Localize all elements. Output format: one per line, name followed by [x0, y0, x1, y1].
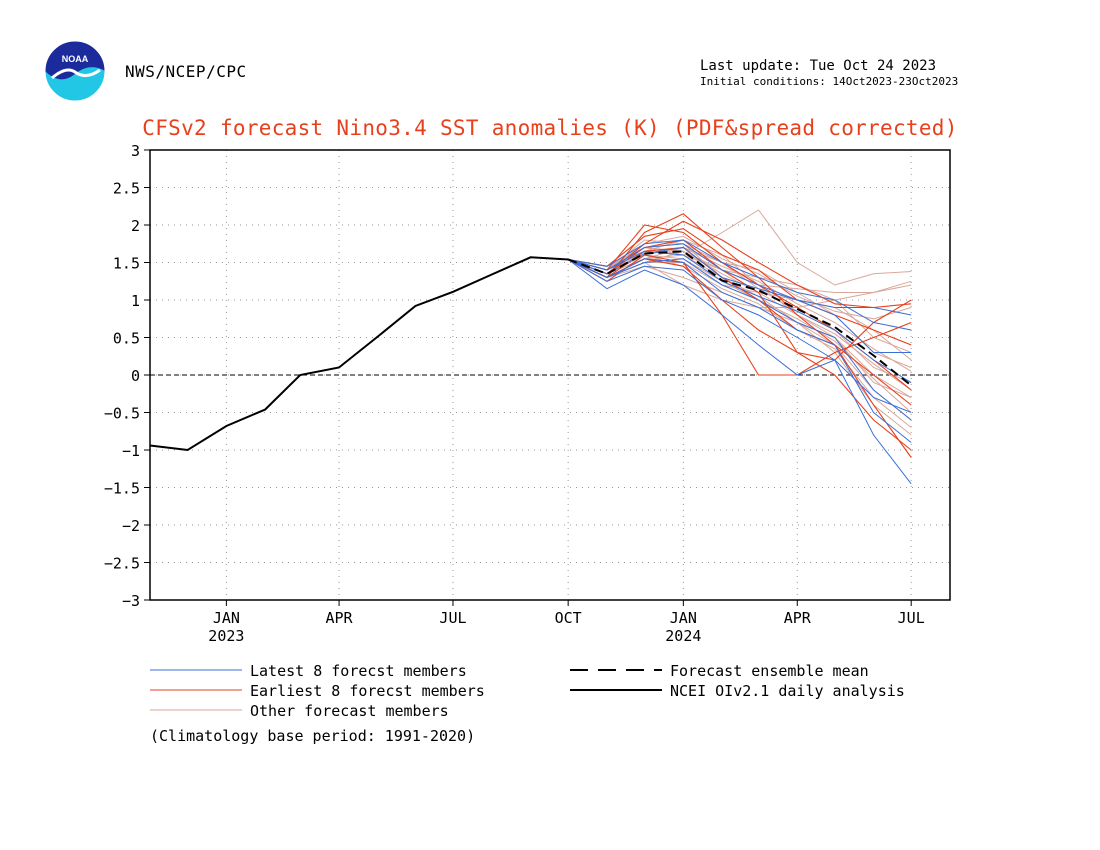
initial-conditions: Initial conditions: 14Oct2023-23Oct2023 — [700, 75, 959, 88]
y-tick-label: 1.5 — [113, 255, 140, 273]
other-member-line — [568, 254, 912, 428]
y-tick-label: 3 — [131, 142, 140, 160]
y-tick-label: 2 — [131, 217, 140, 235]
y-tick-label: 0.5 — [113, 330, 140, 348]
latest-member-line — [568, 243, 912, 353]
last-update: Last update: Tue Oct 24 2023 — [700, 58, 937, 74]
x-tick-label: JUL — [439, 609, 466, 627]
y-tick-label: −3 — [122, 592, 140, 610]
y-tick-label: −2 — [122, 517, 140, 535]
logo-bird-shape — [45, 41, 105, 80]
x-tick-label: JUL — [898, 609, 925, 627]
earliest-member-line — [568, 228, 912, 346]
forecast-members-layer — [567, 209, 912, 485]
x-tick-label: APR — [325, 609, 353, 627]
legend-label-other: Other forecast members — [250, 702, 449, 720]
y-tick-label: −1.5 — [104, 480, 140, 498]
analysis-line — [149, 256, 569, 452]
ensemble-mean-line — [567, 250, 912, 387]
legend: Latest 8 forecst members Earliest 8 forec… — [150, 662, 905, 720]
logo-ring — [44, 40, 106, 102]
org-label: NWS/NCEP/CPC — [125, 62, 247, 81]
latest-member-line — [567, 259, 912, 413]
x-year-label: 2024 — [665, 627, 701, 645]
chart-title: CFSv2 forecast Nino3.4 SST anomalies (K)… — [142, 116, 958, 140]
legend-label-analysis: NCEI OIv2.1 daily analysis — [670, 682, 905, 700]
y-tick-label: 2.5 — [113, 180, 140, 198]
logo-text: NOAA — [62, 54, 89, 64]
main-lines-layer — [149, 250, 912, 452]
legend-label-latest: Latest 8 forecst members — [250, 662, 467, 680]
climatology-note: (Climatology base period: 1991-2020) — [150, 727, 476, 745]
x-tick-label: JAN — [213, 609, 240, 627]
x-tick-label: JAN — [670, 609, 697, 627]
latest-member-line — [567, 259, 912, 485]
y-tick-label: 1 — [131, 292, 140, 310]
latest-member-line — [568, 250, 912, 383]
y-tick-label: 0 — [131, 367, 140, 385]
latest-member-line — [567, 258, 912, 421]
logo-wave — [51, 68, 101, 80]
y-tick-label: −0.5 — [104, 405, 140, 423]
y-tick-label: −1 — [122, 442, 140, 460]
axes-layer: 32.521.510.50−0.5−1−1.5−2−2.5−3JAN2023AP… — [104, 142, 925, 645]
y-tick-label: −2.5 — [104, 555, 140, 573]
legend-label-mean: Forecast ensemble mean — [670, 662, 869, 680]
other-member-line — [568, 243, 912, 383]
legend-label-earliest: Earliest 8 forecst members — [250, 682, 485, 700]
latest-member-line — [568, 239, 912, 331]
x-tick-label: APR — [784, 609, 812, 627]
noaa-logo: NOAA — [44, 40, 106, 102]
x-year-label: 2023 — [208, 627, 244, 645]
x-tick-label: OCT — [555, 609, 582, 627]
